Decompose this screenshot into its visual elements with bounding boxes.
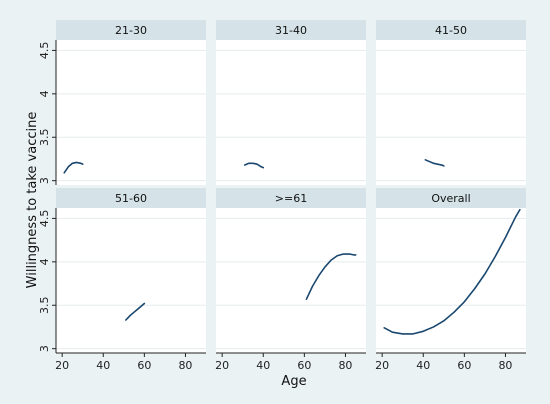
x-tick-label: 20 — [375, 359, 389, 372]
panel-title-strip — [376, 188, 526, 208]
y-tick-label: 4.5 — [38, 210, 51, 228]
panel-title: >=61 — [275, 192, 307, 205]
series-line — [125, 302, 146, 321]
panel-title-strip — [216, 188, 366, 208]
panel-0: 21-30 3 3.5 4 4.5 — [38, 20, 206, 185]
y-tick-label: 3 — [38, 177, 51, 184]
x-tick-label: 60 — [297, 359, 311, 372]
panel-2: 41-50 — [376, 20, 526, 185]
plot-area — [216, 40, 366, 185]
plot-area — [56, 208, 206, 353]
panel-title: 41-50 — [435, 24, 467, 37]
series-line — [305, 253, 357, 300]
series-line — [243, 162, 265, 169]
panel-3: 51-60 3 3.5 4 4.5 20 40 60 80 — [38, 188, 206, 372]
y-axis-label: Willingness to take vaccine — [25, 112, 40, 289]
panel-title: 31-40 — [275, 24, 307, 37]
x-tick-label: 80 — [498, 359, 512, 372]
y-tick-label: 3.5 — [38, 128, 51, 146]
panel-1: 31-40 — [216, 20, 366, 185]
panel-title-strip — [56, 20, 206, 40]
plot-area — [376, 40, 526, 185]
plot-area — [56, 40, 206, 185]
y-tick-label: 4 — [38, 90, 51, 97]
series-line — [63, 161, 84, 174]
y-tick-label: 3 — [38, 345, 51, 352]
y-tick-label: 4.5 — [38, 42, 51, 60]
series-line — [424, 159, 445, 167]
x-tick-label: 20 — [215, 359, 229, 372]
plot-area — [216, 208, 366, 353]
panels-group: 21-30 3 3.5 4 4.5 31-40 41-50 51-60 3 3.5 4 4.5 20 40… — [38, 20, 526, 372]
x-tick-label: 20 — [55, 359, 69, 372]
panel-title-strip — [376, 20, 526, 40]
panel-title-strip — [216, 20, 366, 40]
x-tick-label: 40 — [256, 359, 270, 372]
x-tick-label: 80 — [178, 359, 192, 372]
x-tick-label: 60 — [457, 359, 471, 372]
series-line — [383, 208, 521, 335]
x-tick-label: 60 — [137, 359, 151, 372]
plot-area — [376, 208, 526, 353]
panel-title: 51-60 — [115, 192, 147, 205]
panel-title-strip — [56, 188, 206, 208]
x-tick-label: 40 — [416, 359, 430, 372]
panel-title: Overall — [431, 192, 470, 205]
panel-title: 21-30 — [115, 24, 147, 37]
x-tick-label: 40 — [96, 359, 110, 372]
y-tick-label: 3.5 — [38, 296, 51, 314]
panel-4: >=61 20 40 60 80 — [215, 188, 366, 372]
x-axis-label: Age — [281, 374, 306, 389]
y-tick-label: 4 — [38, 258, 51, 265]
panel-5: Overall 20 40 60 80 — [375, 188, 526, 372]
x-tick-label: 80 — [338, 359, 352, 372]
